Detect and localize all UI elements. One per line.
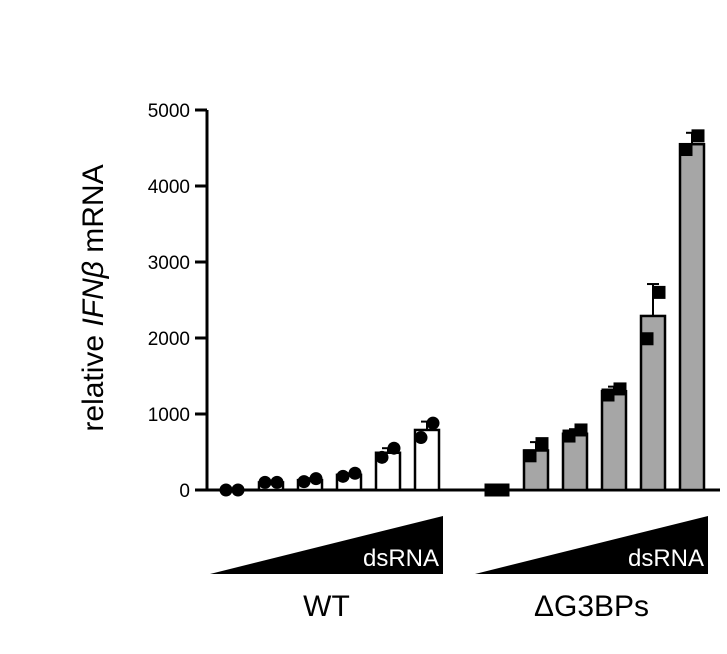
point-g0-1-0 xyxy=(258,475,272,489)
bars xyxy=(257,131,706,492)
svg-text:relative IFNβ mRNA: relative IFNβ mRNA xyxy=(77,164,110,431)
y-tick-label-4: 4000 xyxy=(148,177,190,198)
point-g0-3-1 xyxy=(348,466,362,480)
point-g1-4-1 xyxy=(652,285,666,299)
dsrna-label-1: dsRNA xyxy=(628,545,704,572)
group-label-1: ΔG3BPs xyxy=(534,590,649,623)
group-annotations: dsRNA WT dsRNA ΔG3BPs xyxy=(210,516,708,623)
point-g0-5-1 xyxy=(426,416,440,430)
point-g1-0-0 xyxy=(484,483,498,497)
dsrna-wedge-0 xyxy=(210,516,443,574)
y-axis-label-prefix: relative xyxy=(77,327,110,432)
point-g0-3-0 xyxy=(336,469,350,483)
point-g0-1-1 xyxy=(270,475,284,489)
point-g1-0-1 xyxy=(496,483,510,497)
point-g0-4-1 xyxy=(387,441,401,455)
bar-g1-5 xyxy=(678,142,706,492)
dsrna-wedge-1 xyxy=(475,516,708,574)
point-g1-3-1 xyxy=(613,382,627,396)
point-g0-2-0 xyxy=(297,475,311,489)
y-axis-label-suffix: mRNA xyxy=(77,164,110,261)
point-g1-5-1 xyxy=(691,129,705,143)
axes: 0 1000 2000 3000 4000 5000 xyxy=(148,101,720,502)
dsrna-label-0: dsRNA xyxy=(363,545,439,572)
point-g1-1-1 xyxy=(535,437,549,451)
data-points xyxy=(219,129,705,497)
y-tick-label-2: 2000 xyxy=(148,329,190,350)
y-tick-label-3: 3000 xyxy=(148,253,190,274)
point-g0-0-0 xyxy=(219,483,233,497)
point-g1-3-0 xyxy=(601,388,615,402)
y-axis-label: relative IFNβ mRNA xyxy=(77,164,110,431)
y-tick-label-0: 0 xyxy=(179,481,190,502)
point-g0-2-1 xyxy=(309,472,323,486)
point-g0-0-1 xyxy=(231,483,245,497)
bar-g1-3 xyxy=(600,389,628,492)
y-axis-label-gene: IFNβ xyxy=(77,261,110,326)
point-g1-1-0 xyxy=(523,449,537,463)
point-g1-4-0 xyxy=(640,332,654,346)
group-label-0: WT xyxy=(303,590,350,623)
point-g0-5-0 xyxy=(414,431,428,445)
point-g1-2-0 xyxy=(562,429,576,443)
point-g1-5-0 xyxy=(679,143,693,157)
y-tick-label-1: 1000 xyxy=(148,405,190,426)
point-g0-4-0 xyxy=(375,450,389,464)
point-g1-2-1 xyxy=(574,423,588,437)
y-tick-label-5: 5000 xyxy=(148,101,190,122)
